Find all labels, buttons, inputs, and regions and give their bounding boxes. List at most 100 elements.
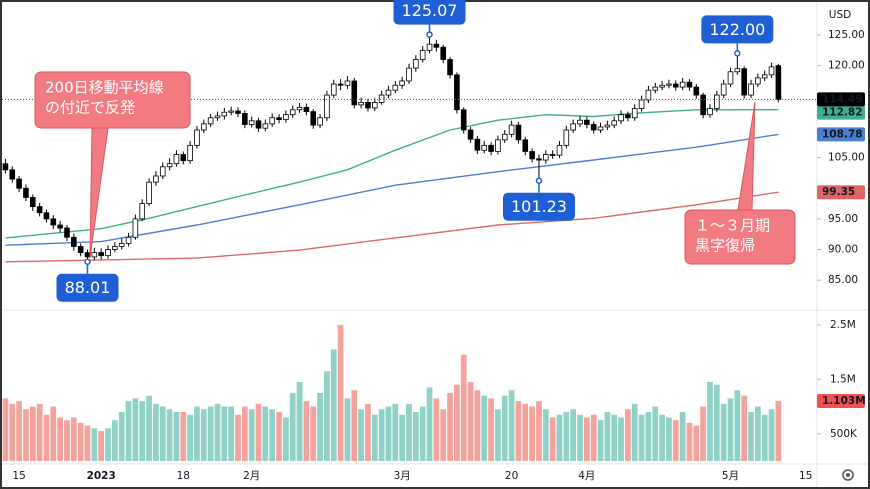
callout-label: 88.01 xyxy=(65,278,111,297)
candle-body xyxy=(529,151,535,160)
volume-bar xyxy=(187,414,193,461)
candle-body xyxy=(235,110,241,114)
candle-body xyxy=(679,81,686,88)
candle-body xyxy=(556,144,563,156)
volume-bar xyxy=(549,417,556,461)
volume-bar xyxy=(111,420,118,461)
volume-bar xyxy=(64,420,70,461)
candle-body xyxy=(84,252,91,258)
volume-bar xyxy=(700,406,707,461)
y-tick-label: 105.00 xyxy=(828,152,865,164)
candle-body xyxy=(118,243,125,247)
x-tick-label: 3月 xyxy=(394,470,411,482)
candle-body xyxy=(269,117,275,125)
candle-body xyxy=(700,94,706,116)
volume-bar xyxy=(426,387,433,461)
volume-bar xyxy=(91,428,98,461)
candle-body xyxy=(761,74,768,79)
candle-body xyxy=(358,102,364,106)
x-tick-label: 2月 xyxy=(243,470,260,482)
volume-bar xyxy=(207,406,214,461)
volume-bar xyxy=(488,398,494,461)
volume-bar xyxy=(132,398,139,461)
callout-label: 101.23 xyxy=(511,197,567,216)
ma-tag: 108.78 xyxy=(822,128,863,140)
ma-tag-bg xyxy=(817,105,865,120)
candle-body xyxy=(351,80,358,106)
candle-body xyxy=(125,236,132,244)
volume-bar xyxy=(57,417,64,461)
volume-tick-label: 1.5M xyxy=(830,373,856,385)
volume-bar xyxy=(159,406,166,461)
candle-body xyxy=(488,144,494,152)
volume-bar xyxy=(754,406,761,461)
candle-body xyxy=(440,46,446,60)
annotation-text: 200日移動平均線 xyxy=(45,79,164,97)
volume-bar xyxy=(631,403,638,461)
candle-body xyxy=(276,117,282,120)
volume-bar xyxy=(693,425,700,461)
volume-bar xyxy=(98,431,105,461)
volume-bar xyxy=(720,403,727,461)
volume-bar xyxy=(460,354,467,461)
volume-tick-label: 2.5M xyxy=(830,319,856,331)
volume-bar xyxy=(556,414,563,461)
volume-bar xyxy=(23,409,29,461)
candle-body xyxy=(447,59,453,76)
volume-bar xyxy=(378,409,385,461)
moving-average xyxy=(5,109,779,239)
volume-bar xyxy=(440,409,447,461)
volume-bar xyxy=(454,384,460,461)
volume-bar xyxy=(153,403,159,461)
candle-body xyxy=(392,84,399,91)
candle-body xyxy=(563,129,570,146)
candle-body xyxy=(727,71,734,85)
volume-bar xyxy=(283,417,289,461)
volume-bar xyxy=(70,417,77,461)
volume-bar xyxy=(269,409,276,461)
volume-bar xyxy=(495,409,501,461)
candle-body xyxy=(146,181,152,204)
volume-bar xyxy=(146,395,152,461)
candle-body xyxy=(618,114,624,122)
volume-bar xyxy=(625,409,631,461)
volume-bar xyxy=(180,412,187,461)
volume-bar xyxy=(371,414,378,461)
y-tick-label: 125.00 xyxy=(828,29,865,41)
candle-body xyxy=(399,80,405,86)
candle-body xyxy=(207,117,214,125)
candle-body xyxy=(454,74,460,111)
volume-bar xyxy=(406,403,412,461)
volume-bar xyxy=(741,395,748,461)
volume-bar xyxy=(105,428,111,461)
volume-bar xyxy=(638,414,645,461)
volume-bar xyxy=(467,382,474,461)
volume-bar xyxy=(317,392,323,461)
volume-bar xyxy=(166,409,173,461)
candle-body xyxy=(543,154,549,161)
moving-average xyxy=(5,191,779,263)
candle-body xyxy=(741,68,747,96)
volume-bar xyxy=(611,414,618,461)
callout-dot xyxy=(426,31,433,38)
candle-body xyxy=(426,43,433,51)
candle-body xyxy=(645,89,652,101)
candle-body xyxy=(734,68,741,73)
volume-tag-bg xyxy=(817,393,865,408)
candle-body xyxy=(508,124,515,135)
volume-bar xyxy=(748,412,754,461)
candle-body xyxy=(597,126,604,131)
candle-body xyxy=(720,83,727,96)
volume-bar xyxy=(515,401,522,461)
volume-bar xyxy=(433,398,440,461)
annotation-box xyxy=(684,209,796,265)
candle-body xyxy=(755,77,761,85)
y-tick-label: 95.00 xyxy=(828,213,858,225)
candle-body xyxy=(406,67,412,82)
callout-label: 125.07 xyxy=(402,1,458,20)
candle-body xyxy=(460,109,467,131)
volume-bar xyxy=(358,409,364,461)
candle-body xyxy=(303,106,310,113)
settings-icon[interactable] xyxy=(842,469,854,481)
